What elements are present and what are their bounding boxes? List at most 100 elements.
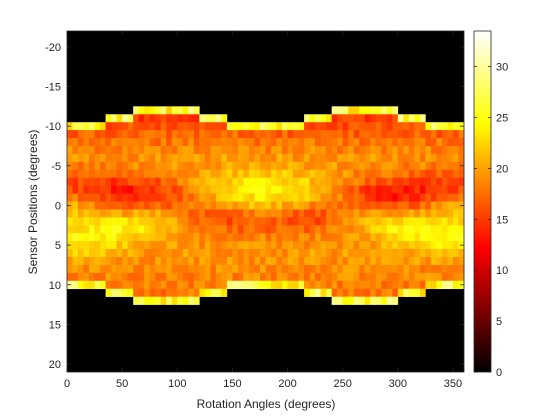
heatmap-cell xyxy=(320,225,327,234)
heatmap-cell xyxy=(265,153,272,163)
heatmap-cell xyxy=(375,201,382,210)
heatmap-cell xyxy=(348,114,355,123)
heatmap-cell xyxy=(94,272,101,282)
heatmap-cell xyxy=(331,185,338,194)
heatmap-cell xyxy=(171,217,178,226)
heatmap-cell xyxy=(105,272,112,282)
heatmap-cell xyxy=(232,122,239,131)
heatmap-cell xyxy=(105,185,112,194)
heatmap-cell xyxy=(282,130,288,139)
heatmap-cell xyxy=(342,201,349,210)
heatmap-cell xyxy=(458,185,465,194)
heatmap-cell xyxy=(386,122,393,131)
heatmap-cell xyxy=(221,288,228,297)
heatmap-cell xyxy=(375,122,382,131)
heatmap-cell xyxy=(171,296,178,305)
heatmap-cell xyxy=(425,153,432,163)
heatmap-cell xyxy=(331,296,338,305)
heatmap-cell xyxy=(370,130,377,139)
heatmap-cell xyxy=(397,217,404,226)
heatmap-cell xyxy=(381,233,388,242)
heatmap-cell xyxy=(370,264,377,274)
heatmap-cell xyxy=(419,177,426,186)
heatmap-cell xyxy=(160,130,167,139)
heatmap-cell xyxy=(122,272,128,282)
heatmap-cell xyxy=(248,272,255,282)
heatmap-cell xyxy=(215,185,222,194)
heatmap-cell xyxy=(293,257,299,266)
heatmap-cell xyxy=(375,280,382,290)
heatmap-cell xyxy=(171,264,178,274)
heatmap-cell xyxy=(116,201,123,210)
heatmap-cell xyxy=(177,138,184,147)
heatmap-cell xyxy=(100,280,106,290)
heatmap-cell xyxy=(397,249,404,258)
heatmap-cell xyxy=(386,288,393,297)
heatmap-cell xyxy=(315,153,321,163)
heatmap-cell xyxy=(111,161,117,171)
heatmap-cell xyxy=(293,241,299,250)
heatmap-cell xyxy=(193,241,200,250)
heatmap-cell xyxy=(447,280,454,290)
heatmap-cell xyxy=(265,201,272,210)
heatmap-cell xyxy=(243,201,250,210)
heatmap-cell xyxy=(304,288,310,297)
heatmap-cell xyxy=(397,114,404,123)
heatmap-cell xyxy=(342,138,349,147)
heatmap-cell xyxy=(403,145,410,155)
heatmap-cell xyxy=(265,233,272,242)
heatmap-cell xyxy=(276,122,283,131)
heatmap-cell xyxy=(204,272,211,282)
heatmap-cell xyxy=(204,233,211,242)
heatmap-cell xyxy=(386,209,393,218)
heatmap-cell xyxy=(331,130,338,139)
heatmap-cell xyxy=(298,122,305,131)
heatmap-cell xyxy=(89,169,95,179)
heatmap-cell xyxy=(166,169,173,179)
heatmap-cell xyxy=(359,272,366,282)
heatmap-cell xyxy=(89,161,95,171)
heatmap-cell xyxy=(304,217,310,226)
heatmap-cell xyxy=(309,201,316,210)
heatmap-cell xyxy=(397,122,404,131)
heatmap-cell xyxy=(392,185,399,194)
heatmap-cell xyxy=(293,264,299,274)
heatmap-cell xyxy=(116,122,123,131)
heatmap-cell xyxy=(331,217,338,226)
heatmap-cell xyxy=(78,169,84,179)
heatmap-cell xyxy=(425,169,432,179)
heatmap-cell xyxy=(149,209,156,218)
heatmap-cell xyxy=(430,249,437,258)
heatmap-cell xyxy=(215,249,222,258)
heatmap-cell xyxy=(127,145,134,155)
heatmap-cell xyxy=(408,241,415,250)
heatmap-cell xyxy=(243,249,250,258)
heatmap-cell xyxy=(204,130,211,139)
heatmap-cell xyxy=(353,233,360,242)
heatmap-cell xyxy=(447,185,454,194)
heatmap-cell xyxy=(105,225,112,234)
heatmap-cell xyxy=(105,161,112,171)
heatmap-cell xyxy=(138,201,145,210)
heatmap-cell xyxy=(248,122,255,131)
heatmap-cell xyxy=(67,153,73,163)
heatmap-cell xyxy=(381,264,388,274)
heatmap-cell xyxy=(226,138,233,147)
heatmap-cell xyxy=(199,257,206,266)
heatmap-cell xyxy=(342,296,349,305)
heatmap-cell xyxy=(127,257,134,266)
heatmap-cell xyxy=(182,257,189,266)
heatmap-cell xyxy=(177,217,184,226)
heatmap-cell xyxy=(127,161,134,171)
heatmap-cell xyxy=(403,233,410,242)
heatmap-cell xyxy=(282,241,288,250)
heatmap-cell xyxy=(348,169,355,179)
heatmap-cell xyxy=(204,280,211,290)
heatmap-cell xyxy=(204,225,211,234)
heatmap-cell xyxy=(447,193,454,202)
heatmap-cell xyxy=(348,177,355,186)
heatmap-cell xyxy=(177,288,184,297)
heatmap-cell xyxy=(133,241,139,250)
heatmap-cell xyxy=(452,225,459,234)
heatmap-cell xyxy=(271,153,277,163)
